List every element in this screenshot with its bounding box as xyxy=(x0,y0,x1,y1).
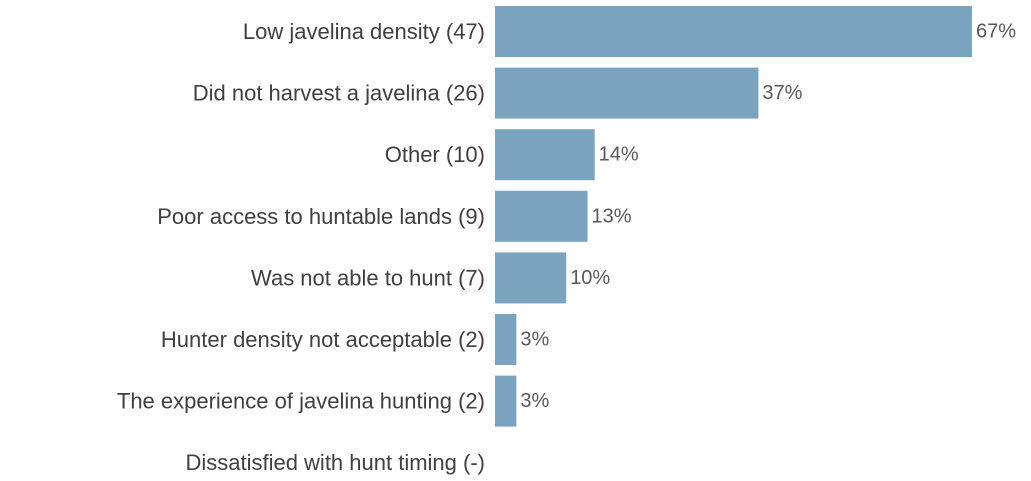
category-label: Did not harvest a javelina (26) xyxy=(193,81,485,106)
value-label: 67% xyxy=(976,21,1016,43)
value-label: 3% xyxy=(520,390,549,412)
value-label: 14% xyxy=(599,144,639,166)
value-label: 3% xyxy=(520,329,549,351)
bar xyxy=(495,6,972,57)
bar xyxy=(495,190,588,242)
category-label: Low javelina density (47) xyxy=(243,19,485,44)
category-label: The experience of javelina hunting (2) xyxy=(117,389,485,414)
value-label: 37% xyxy=(762,82,802,104)
category-label: Poor access to huntable lands (9) xyxy=(157,204,485,229)
value-label: 13% xyxy=(592,205,632,227)
bar xyxy=(495,129,595,181)
value-label: 10% xyxy=(570,267,610,289)
bar xyxy=(495,375,517,427)
bar xyxy=(495,67,759,119)
bar xyxy=(495,252,567,304)
category-label: Other (10) xyxy=(385,142,485,167)
category-label: Was not able to hunt (7) xyxy=(251,265,485,290)
category-label: Hunter density not acceptable (2) xyxy=(161,327,485,352)
category-label: Dissatisfied with hunt timing (-) xyxy=(185,450,485,475)
bar xyxy=(495,314,517,365)
